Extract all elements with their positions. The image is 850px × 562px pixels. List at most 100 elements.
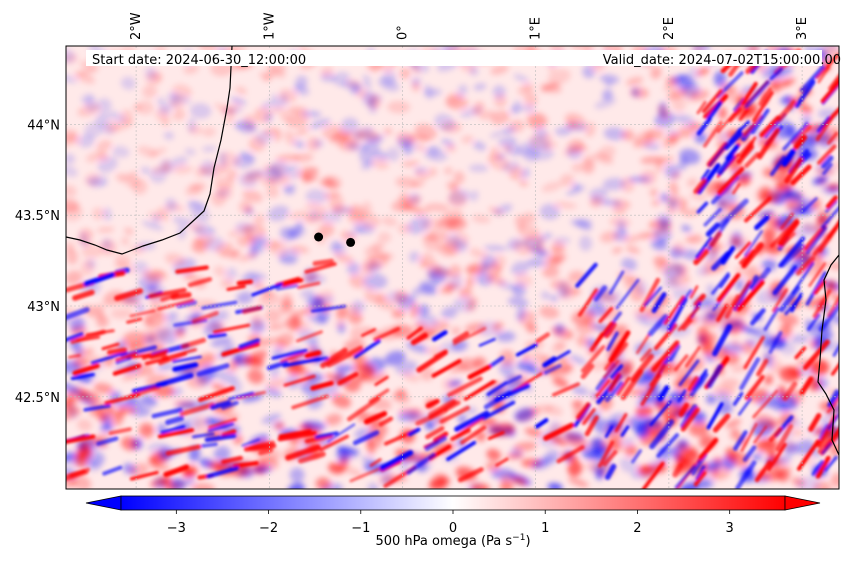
- omega-cell: [797, 476, 820, 489]
- colorbar-tick-label: −3: [167, 521, 186, 536]
- omega-cell: [401, 160, 420, 168]
- omega-cell: [414, 287, 438, 296]
- omega-wave-streak: [738, 108, 749, 121]
- omega-cell: [203, 321, 223, 337]
- omega-wave-streak: [428, 399, 458, 420]
- omega-wave-streak: [698, 437, 719, 461]
- omega-cell: [330, 240, 342, 253]
- omega-wave-streak: [608, 270, 625, 295]
- omega-wave-streak: [584, 415, 599, 437]
- omega-cell: [306, 373, 325, 383]
- omega-wave-streak: [790, 164, 812, 186]
- omega-cell: [407, 216, 431, 235]
- omega-wave-streak: [251, 282, 283, 297]
- omega-wave-streak: [457, 467, 484, 483]
- omega-wave-streak: [281, 278, 304, 287]
- omega-cell: [325, 413, 342, 426]
- omega-cell: [451, 326, 461, 336]
- omega-wave-streak: [452, 331, 470, 344]
- omega-cell: [85, 150, 108, 163]
- omega-wave-streak: [192, 432, 215, 439]
- omega-wave-streak: [149, 352, 167, 360]
- omega-wave-streak: [620, 425, 630, 437]
- omega-cell: [66, 360, 81, 374]
- omega-cell: [241, 356, 265, 367]
- omega-wave-streak: [580, 345, 606, 373]
- omega-cell: [416, 144, 426, 152]
- omega-wave-streak: [678, 359, 700, 387]
- omega-wave-streak: [780, 212, 795, 230]
- omega-wave-streak: [604, 322, 617, 339]
- omega-cell: [545, 449, 561, 463]
- omega-wave-streak: [112, 363, 142, 376]
- omega-cell: [414, 167, 428, 174]
- omega-wave-streak: [640, 373, 662, 406]
- omega-wave-streak: [285, 444, 321, 461]
- omega-cell: [437, 243, 460, 257]
- omega-cell: [152, 464, 171, 472]
- omega-cell: [80, 259, 95, 276]
- omega-wave-streak: [806, 313, 821, 331]
- omega-cell: [172, 165, 193, 174]
- omega-cell: [516, 306, 526, 322]
- omega-cell: [154, 477, 167, 489]
- omega-cell: [107, 110, 126, 123]
- omega-cell: [96, 98, 112, 113]
- omega-cell: [397, 223, 411, 234]
- omega-wave-streak: [551, 382, 580, 397]
- omega-cell: [329, 131, 349, 145]
- omega-cell: [137, 146, 158, 158]
- omega-cell: [141, 394, 158, 407]
- omega-cell: [734, 264, 757, 278]
- omega-cell: [706, 284, 717, 300]
- omega-wave-streak: [782, 121, 809, 151]
- omega-cell: [121, 436, 138, 451]
- omega-wave-streak: [543, 363, 562, 375]
- omega-wave-streak: [706, 364, 723, 389]
- omega-cell: [287, 315, 301, 332]
- omega-wave-streak: [221, 429, 237, 438]
- omega-wave-streak: [283, 374, 316, 387]
- omega-cell: [395, 360, 418, 375]
- omega-wave-streak: [753, 425, 768, 444]
- omega-cell: [102, 238, 112, 251]
- omega-cell: [336, 372, 345, 379]
- omega-cell: [513, 441, 537, 452]
- omega-wave-streak: [165, 415, 185, 426]
- longitude-tick-labels: 2°W 1°W 0° 1°E 2°E 3°E: [129, 12, 810, 40]
- omega-cell: [472, 141, 487, 151]
- omega-wave-streak: [378, 416, 394, 427]
- omega-cell: [622, 360, 634, 374]
- omega-cell: [665, 195, 689, 206]
- omega-wave-streak: [352, 430, 380, 446]
- omega-wave-streak: [129, 470, 159, 481]
- omega-cell: [441, 306, 458, 319]
- omega-cell: [602, 198, 622, 207]
- omega-cell: [620, 437, 635, 446]
- omega-cell: [688, 421, 709, 437]
- omega-cell: [450, 182, 460, 194]
- omega-cell: [671, 97, 686, 112]
- omega-cell: [617, 220, 626, 233]
- omega-cell: [348, 311, 363, 325]
- omega-wave-streak: [515, 343, 538, 357]
- omega-wave-streak: [102, 465, 123, 476]
- omega-cell: [387, 100, 411, 114]
- omega-wave-streak: [772, 265, 798, 296]
- omega-cell: [457, 413, 468, 425]
- omega-cell: [547, 483, 563, 489]
- omega-wave-streak: [781, 148, 796, 167]
- omega-cell: [142, 84, 158, 99]
- omega-cell: [235, 86, 247, 95]
- omega-cell: [812, 331, 834, 342]
- omega-wave-streak: [805, 226, 828, 255]
- omega-cell: [469, 66, 479, 76]
- omega-wave-streak: [191, 310, 219, 324]
- omega-cell: [419, 252, 435, 269]
- omega-cell: [817, 212, 827, 226]
- omega-cell: [547, 251, 565, 265]
- omega-wave-streak: [172, 363, 199, 371]
- omega-wave-streak: [784, 157, 804, 184]
- omega-cell: [341, 81, 352, 89]
